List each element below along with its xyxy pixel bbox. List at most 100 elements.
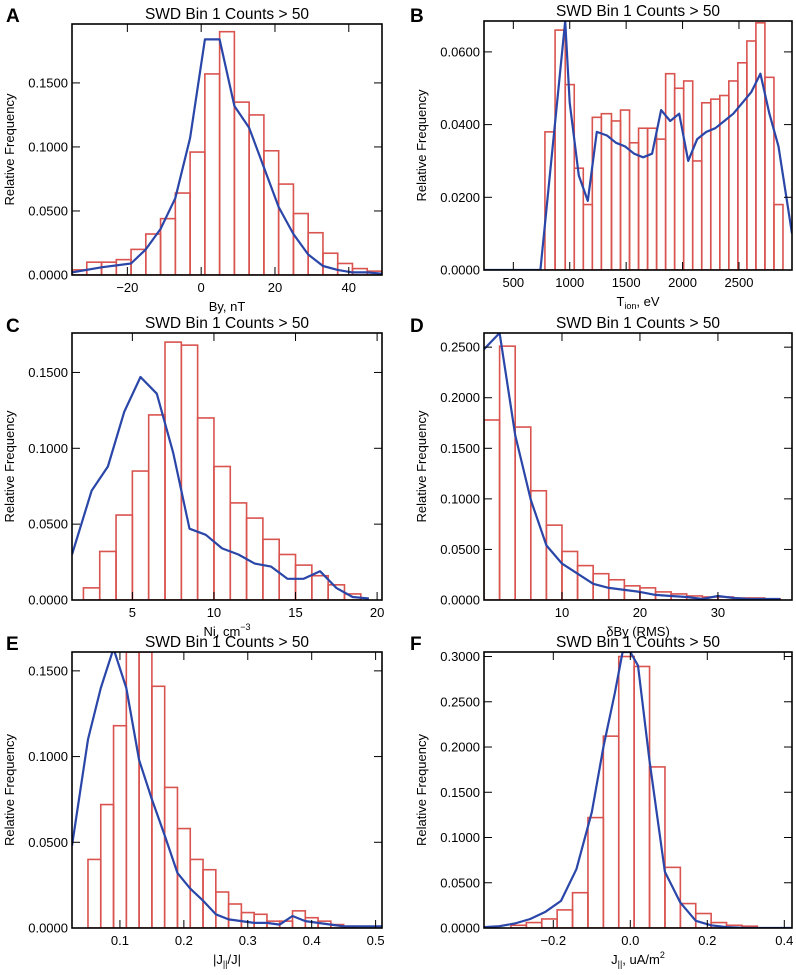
histogram-bar [245,517,264,600]
x-tick-label: 0.2 [175,933,193,948]
histogram-bar [755,22,766,270]
panel-letter: C [6,316,20,337]
histogram-bar [691,160,703,270]
x-label-superscript: 2 [660,950,665,960]
histogram-bar [248,114,265,275]
x-tick-label: 40 [342,280,356,295]
x-label-subscript: || [618,959,623,969]
y-axis-label: Relative Frequency [2,410,17,522]
panel-d: 10 20 30 0.0000 0.0500 0.1000 0.1500 0.2000 0.25… [410,315,793,639]
histogram-bar [637,127,649,270]
plot-frame [71,651,383,929]
panel-f: −0.2 0.0 0.2 0.4 0.0000 0.0500 0.1000 0.1500 0.2… [410,634,793,969]
histogram-bar [215,891,230,928]
histogram-bar [682,80,694,270]
histogram-bar [174,192,191,275]
y-tick-label: 0.0500 [28,203,68,218]
histogram-bar [655,138,667,270]
model-curve-line [484,333,781,600]
panel-e: 0.1 0.2 0.3 0.4 0.5 0.0000 0.0500 0.1000 0.1500 S… [2,634,385,969]
y-tick-label: 0.0000 [440,921,480,936]
histogram-bar [189,151,206,275]
histogram-bar [176,827,192,928]
y-tick-label: 0.2500 [440,340,480,355]
x-tick-label: 10 [207,605,221,620]
y-tick-label: 0.0200 [440,190,480,205]
x-axis-label: δBy (RMS) [606,624,670,639]
histogram-bar [664,72,676,270]
histogram-bar [311,574,329,600]
x-tick-label: 2500 [725,275,754,290]
x-tick-label: 0.4 [775,933,793,948]
y-axis-label: Relative Frequency [414,410,429,522]
x-tick-label: 0.2 [698,933,716,948]
histogram-bar [540,918,558,928]
histogram-bar [180,344,199,600]
x-label-rest: , uA/m [622,952,660,967]
y-axis-label: Relative Frequency [2,734,17,846]
plot-frame [483,20,793,271]
panel-c: 5 10 15 20 0.0000 0.0500 0.1000 0.1500 SWD Bin 1… [2,315,384,639]
x-label-text: By, nT [209,299,246,314]
plot-area [484,652,792,928]
histogram-bar [322,252,339,275]
histogram-bar [263,149,280,275]
y-tick-label: 0.0500 [440,875,480,890]
model-curve-line [72,375,370,600]
histogram-bar [227,903,243,928]
histogram-bar [99,803,115,928]
x-axis-label: J||, uA/m2 [611,950,665,969]
histogram-bar [82,587,101,600]
x-tick-label: −0.2 [540,933,566,948]
x-label-superscript: −3 [240,622,250,632]
x-tick-label: 0.0 [621,933,639,948]
histogram-bar [623,585,641,600]
histogram-bar [484,419,501,600]
x-tick-label: −20 [116,280,138,295]
histogram-bar [115,514,134,600]
histogram-bar [617,655,635,928]
model-curve-line [484,652,792,928]
histogram-bar [159,217,177,275]
x-label-main: J [611,952,618,967]
x-tick-label: 1000 [555,275,584,290]
histogram-bar [115,258,132,275]
x-tick-label: 10 [555,605,569,620]
histogram-bar [204,73,221,275]
x-tick-label: 500 [502,275,524,290]
x-tick-label: 0 [198,280,205,295]
x-axis-label: Tion, eV [616,294,659,311]
histogram-bar [278,553,297,600]
histogram-bar [196,417,215,600]
x-tick-label: 20 [633,605,647,620]
chart-title: SWD Bin 1 Counts > 50 [556,315,720,332]
model-curve-line [72,652,382,928]
chart-title: SWD Bin 1 Counts > 50 [145,6,309,23]
y-tick-label: 0.0500 [28,517,68,532]
y-tick-label: 0.1000 [28,441,68,456]
plot-frame [71,23,383,276]
histogram-bar [213,465,232,600]
x-label-rest: , eV [636,294,659,309]
y-tick-label: 0.1500 [28,663,68,678]
panel-a: −20 0 20 40 0.0000 0.0500 0.1000 0.1500 SWD Bin … [2,6,383,314]
y-tick-label: 0.0500 [28,835,68,850]
histogram-bar [746,40,757,270]
x-label-main: Ni, cm [203,624,240,639]
x-tick-label: 5 [129,605,136,620]
y-tick-label: 0.1500 [28,365,68,380]
histogram-bar [163,786,179,928]
histogram-bar [628,141,640,270]
y-tick-label: 0.2000 [440,740,480,755]
histogram-bar [294,564,313,600]
y-tick-label: 0.0000 [28,593,68,608]
histogram-bar [233,101,250,275]
y-tick-label: 0.1500 [440,785,480,800]
histogram-bar [98,550,117,600]
histogram-bar [582,203,594,270]
x-tick-label: 2000 [668,275,697,290]
y-axis-label: Relative Frequency [414,734,429,846]
chart-title: SWD Bin 1 Counts > 50 [145,634,309,651]
x-axis-label: Ni, cm−3 [203,622,250,639]
